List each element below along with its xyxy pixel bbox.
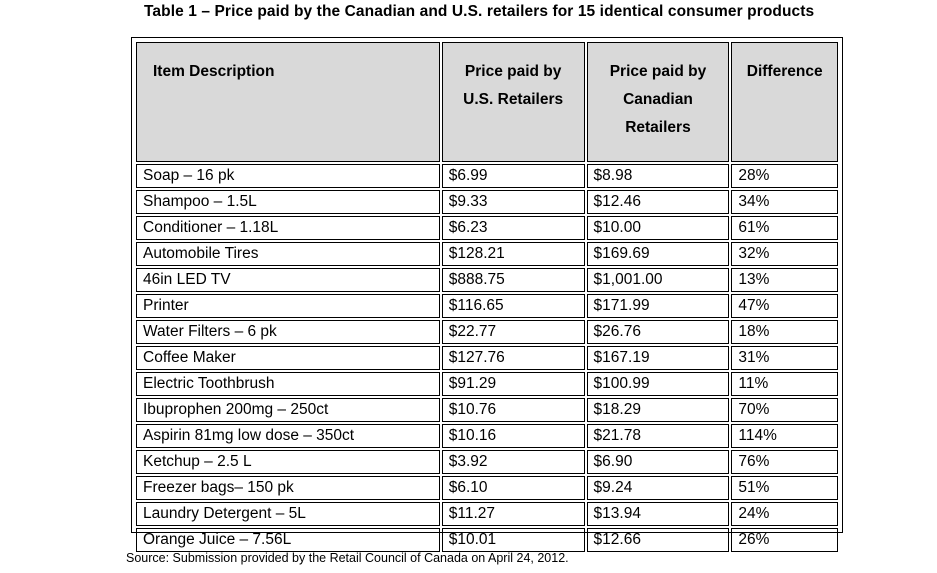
header-difference: Difference <box>731 42 838 162</box>
cell-canadian-price: $12.46 <box>586 190 730 214</box>
cell-item: Ibuprophen 200mg – 250ct <box>136 398 440 422</box>
cell-us-price: $888.75 <box>441 268 585 292</box>
table-row: Soap – 16 pk $6.99 $8.98 28% <box>136 164 838 188</box>
cell-canadian-price: $100.99 <box>586 372 730 396</box>
header-us-price: Price paid by U.S. Retailers <box>441 42 585 162</box>
cell-item: Conditioner – 1.18L <box>136 216 440 240</box>
table-body: Soap – 16 pk $6.99 $8.98 28% Shampoo – 1.5L $… <box>136 164 838 552</box>
table-row: Aspirin 81mg low dose – 350ct $10.16 $21.7… <box>136 424 838 448</box>
cell-canadian-price: $6.90 <box>586 450 730 474</box>
cell-canadian-price: $169.69 <box>586 242 730 266</box>
cell-canadian-price: $167.19 <box>586 346 730 370</box>
cell-difference: 24% <box>731 502 838 526</box>
cell-item: Coffee Maker <box>136 346 440 370</box>
cell-us-price: $9.33 <box>441 190 585 214</box>
cell-item: 46in LED TV <box>136 268 440 292</box>
cell-item: Freezer bags– 150 pk <box>136 476 440 500</box>
cell-difference: 34% <box>731 190 838 214</box>
table-title: Table 1 – Price paid by the Canadian and… <box>144 3 815 20</box>
cell-canadian-price: $18.29 <box>586 398 730 422</box>
price-table-frame: Item Description Price paid by U.S. Reta… <box>131 37 843 552</box>
cell-us-price: $10.76 <box>441 398 585 422</box>
table-row: Conditioner – 1.18L $6.23 $10.00 61% <box>136 216 838 240</box>
cell-us-price: $10.16 <box>441 424 585 448</box>
table-row: Automobile Tires $128.21 $169.69 32% <box>136 242 838 266</box>
cell-us-price: $10.01 <box>441 528 585 552</box>
source-note: Source: Submission provided by the Retai… <box>126 551 569 565</box>
table-row: 46in LED TV $888.75 $1,001.00 13% <box>136 268 838 292</box>
cell-item: Water Filters – 6 pk <box>136 320 440 344</box>
cell-difference: 114% <box>731 424 838 448</box>
cell-us-price: $6.10 <box>441 476 585 500</box>
cell-difference: 32% <box>731 242 838 266</box>
cell-item: Aspirin 81mg low dose – 350ct <box>136 424 440 448</box>
table-row: Electric Toothbrush $91.29 $100.99 11% <box>136 372 838 396</box>
cell-difference: 31% <box>731 346 838 370</box>
header-row: Item Description Price paid by U.S. Reta… <box>136 42 838 162</box>
cell-canadian-price: $12.66 <box>586 528 730 552</box>
table-row: Water Filters – 6 pk $22.77 $26.76 18% <box>136 320 838 344</box>
cell-item: Automobile Tires <box>136 242 440 266</box>
cell-difference: 51% <box>731 476 838 500</box>
cell-us-price: $6.99 <box>441 164 585 188</box>
cell-canadian-price: $21.78 <box>586 424 730 448</box>
cell-us-price: $127.76 <box>441 346 585 370</box>
cell-canadian-price: $13.94 <box>586 502 730 526</box>
cell-difference: 11% <box>731 372 838 396</box>
cell-difference: 26% <box>731 528 838 552</box>
price-table: Item Description Price paid by U.S. Reta… <box>134 40 840 554</box>
cell-item: Printer <box>136 294 440 318</box>
cell-canadian-price: $8.98 <box>586 164 730 188</box>
cell-canadian-price: $171.99 <box>586 294 730 318</box>
cell-us-price: $11.27 <box>441 502 585 526</box>
cell-difference: 76% <box>731 450 838 474</box>
cell-item: Soap – 16 pk <box>136 164 440 188</box>
table-row: Shampoo – 1.5L $9.33 $12.46 34% <box>136 190 838 214</box>
cell-us-price: $116.65 <box>441 294 585 318</box>
table-row: Ibuprophen 200mg – 250ct $10.76 $18.29 70% <box>136 398 838 422</box>
table-row: Laundry Detergent – 5L $11.27 $13.94 24% <box>136 502 838 526</box>
table-row: Coffee Maker $127.76 $167.19 31% <box>136 346 838 370</box>
cell-us-price: $3.92 <box>441 450 585 474</box>
table-row: Orange Juice – 7.56L $10.01 $12.66 26% <box>136 528 838 552</box>
cell-difference: 70% <box>731 398 838 422</box>
cell-difference: 28% <box>731 164 838 188</box>
table-row: Ketchup – 2.5 L $3.92 $6.90 76% <box>136 450 838 474</box>
cell-canadian-price: $1,001.00 <box>586 268 730 292</box>
header-item-description: Item Description <box>136 42 440 162</box>
cell-us-price: $91.29 <box>441 372 585 396</box>
header-canadian-price: Price paid by Canadian Retailers <box>586 42 730 162</box>
cell-us-price: $22.77 <box>441 320 585 344</box>
table-row: Freezer bags– 150 pk $6.10 $9.24 51% <box>136 476 838 500</box>
cell-us-price: $128.21 <box>441 242 585 266</box>
cell-canadian-price: $10.00 <box>586 216 730 240</box>
cell-item: Electric Toothbrush <box>136 372 440 396</box>
cell-us-price: $6.23 <box>441 216 585 240</box>
cell-item: Laundry Detergent – 5L <box>136 502 440 526</box>
cell-canadian-price: $9.24 <box>586 476 730 500</box>
cell-canadian-price: $26.76 <box>586 320 730 344</box>
cell-item: Ketchup – 2.5 L <box>136 450 440 474</box>
cell-difference: 13% <box>731 268 838 292</box>
cell-item: Orange Juice – 7.56L <box>136 528 440 552</box>
cell-item: Shampoo – 1.5L <box>136 190 440 214</box>
cell-difference: 47% <box>731 294 838 318</box>
cell-difference: 18% <box>731 320 838 344</box>
cell-difference: 61% <box>731 216 838 240</box>
table-row: Printer $116.65 $171.99 47% <box>136 294 838 318</box>
